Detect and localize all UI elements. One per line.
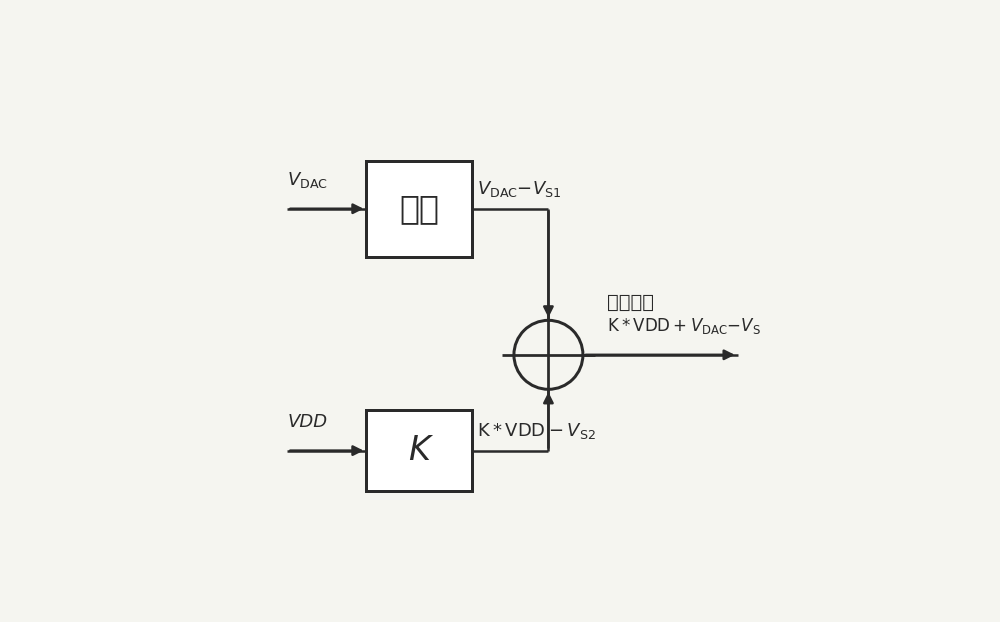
Text: $\mathregular{K*VDD+}V_{\mathregular{DAC}}\mathregular{-}V_{\mathregular{S}}$: $\mathregular{K*VDD+}V_{\mathregular{DAC… <box>607 315 761 336</box>
Text: VDD: VDD <box>287 414 328 432</box>
Text: $\mathit{V}_{\mathregular{DAC}}$: $\mathit{V}_{\mathregular{DAC}}$ <box>287 170 328 190</box>
Bar <box>366 161 472 257</box>
Text: 心脏: 心脏 <box>399 192 439 225</box>
Circle shape <box>514 320 583 389</box>
Text: $\mathit{V}_{\mathregular{DAC}}\mathregular{-}V_{\mathregular{S1}}$: $\mathit{V}_{\mathregular{DAC}}\mathregu… <box>477 179 561 199</box>
Text: K: K <box>408 434 430 467</box>
Text: 起搏脉冲: 起搏脉冲 <box>607 293 654 312</box>
Bar <box>366 410 472 491</box>
Text: $\mathregular{K*VDD-}V_{\mathregular{S2}}$: $\mathregular{K*VDD-}V_{\mathregular{S2}… <box>477 421 596 441</box>
